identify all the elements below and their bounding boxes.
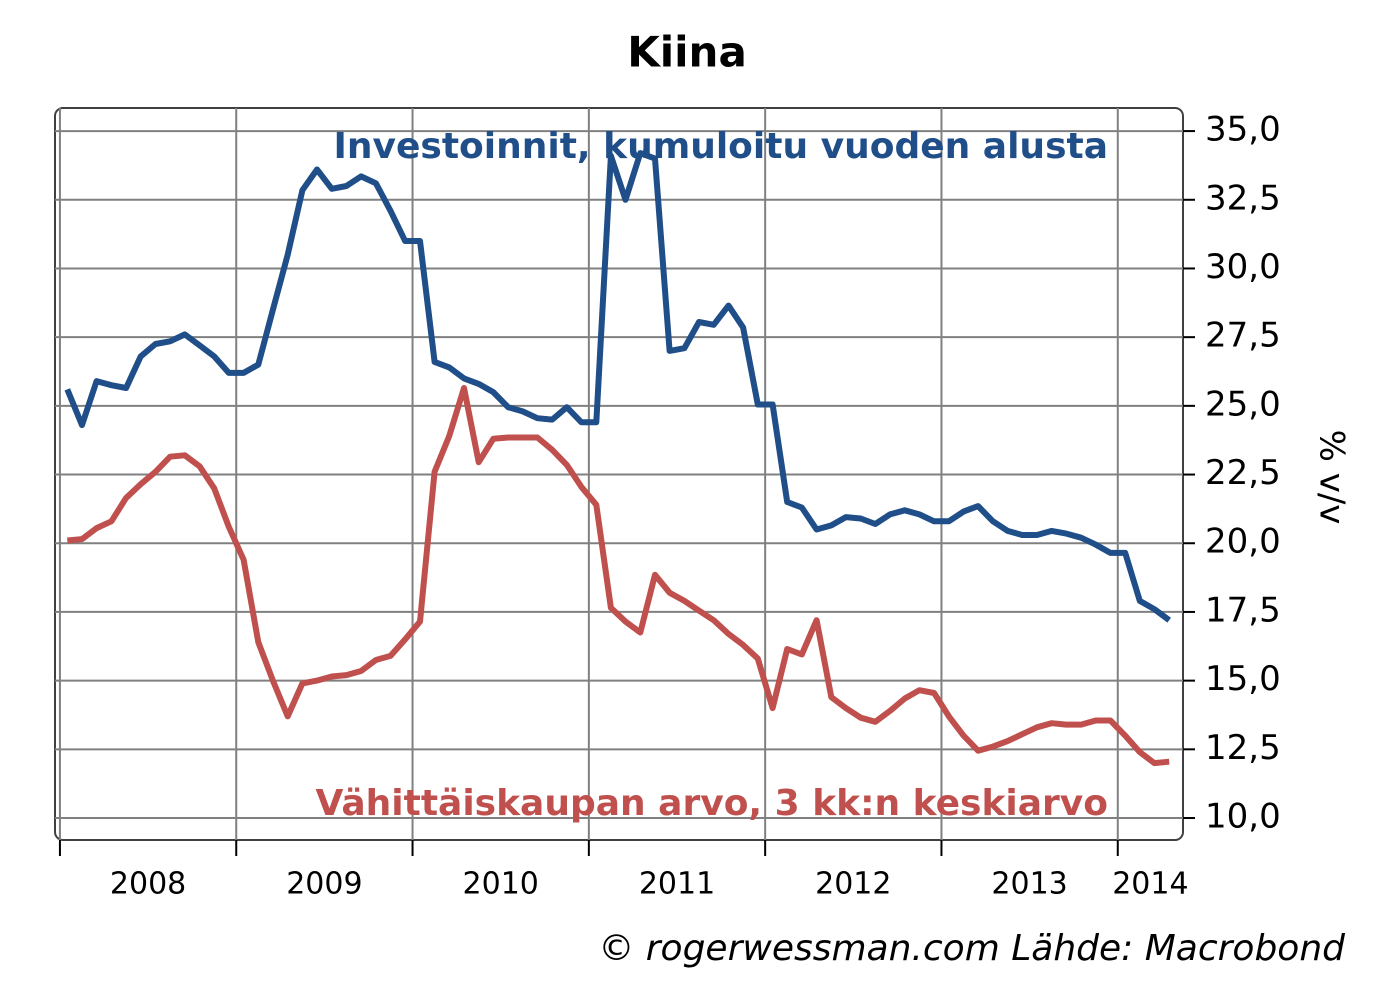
y-tick-label: 30,0 <box>1205 247 1281 287</box>
y-tick-label: 10,0 <box>1205 797 1281 837</box>
x-tick-label: 2010 <box>463 867 539 902</box>
series-label: Investoinnit, kumuloitu vuoden alusta <box>334 126 1109 167</box>
x-tick-label: 2014 <box>1112 867 1188 902</box>
x-tick-label: 2011 <box>639 867 715 902</box>
y-tick-label: 25,0 <box>1205 384 1281 424</box>
y-tick-label: 12,5 <box>1205 728 1281 768</box>
x-tick-label: 2008 <box>110 867 186 902</box>
y-axis-label: % v/v <box>1312 430 1352 525</box>
y-tick-label: 20,0 <box>1205 522 1281 562</box>
y-tick-label: 35,0 <box>1205 110 1281 150</box>
x-tick-label: 2012 <box>815 867 891 902</box>
y-tick-label: 32,5 <box>1205 178 1281 218</box>
line-series <box>64 150 1171 623</box>
y-tick-label: 27,5 <box>1205 316 1281 356</box>
x-tick-label: 2009 <box>286 867 362 902</box>
y-tick-label: 17,5 <box>1205 590 1281 630</box>
chart-title: Kiina <box>627 28 747 77</box>
source-note: © rogerwessman.com Lähde: Macrobond <box>598 928 1346 969</box>
series-label: Vähittäiskaupan arvo, 3 kk:n keskiarvo <box>315 783 1108 824</box>
y-tick-label: 22,5 <box>1205 453 1281 493</box>
line-series <box>67 385 1170 767</box>
y-tick-label: 15,0 <box>1205 659 1281 699</box>
x-tick-label: 2013 <box>991 867 1067 902</box>
